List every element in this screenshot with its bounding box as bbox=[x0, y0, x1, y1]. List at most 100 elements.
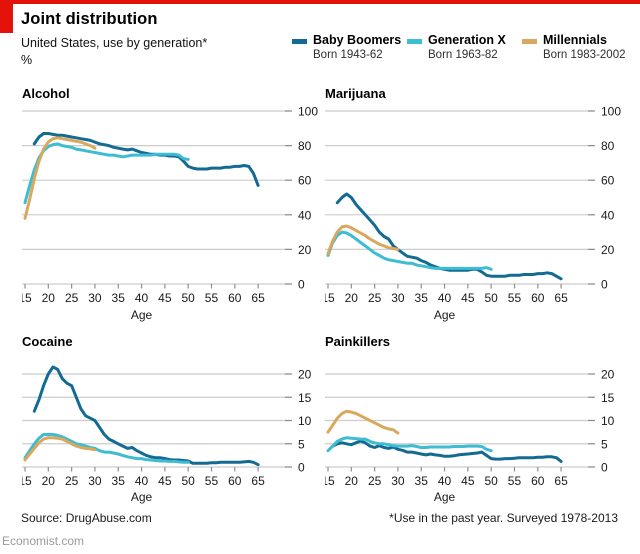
x-tick-label: 15 bbox=[22, 474, 32, 488]
y-tick-label: 0 bbox=[298, 461, 305, 475]
x-tick-label: 35 bbox=[112, 291, 126, 305]
y-tick-label: 0 bbox=[601, 461, 608, 475]
chart-title-marijuana: Marijuana bbox=[325, 86, 386, 101]
x-tick-label: 60 bbox=[228, 474, 242, 488]
chart-cocaine: Cocaine 0 5 10 15 20 15 20 25 30 35 40 45 50 55 60 65 Age bbox=[22, 334, 324, 504]
cocaine-plot: 0 5 10 15 20 15 20 25 30 35 40 45 50 55 60 65 Age bbox=[22, 365, 312, 504]
x-tick-label: 25 bbox=[368, 291, 382, 305]
x-tick-label: 40 bbox=[135, 291, 149, 305]
x-tick-label: 20 bbox=[42, 291, 56, 305]
legend-swatch bbox=[522, 39, 537, 44]
x-tick-label: 65 bbox=[554, 474, 568, 488]
x-tick-label: 40 bbox=[438, 291, 452, 305]
alcohol-plot: 0 20 40 60 80 100 15 20 25 30 35 40 45 50 55 60 65 Age bbox=[22, 105, 318, 322]
y-tick-label: 10 bbox=[298, 414, 312, 428]
y-tick-label: 20 bbox=[298, 243, 312, 257]
millennials-line bbox=[23, 436, 97, 462]
legend-label: Millennials bbox=[543, 33, 607, 47]
generation-x-line bbox=[23, 142, 190, 205]
x-tick-label: 55 bbox=[205, 474, 219, 488]
chart-marijuana: Marijuana 0 20 40 60 80 100 15 20 25 30 35 40 45 50 55 6… bbox=[325, 86, 627, 326]
unit-label: % bbox=[21, 53, 33, 67]
x-tick-label: 60 bbox=[531, 474, 545, 488]
x-tick-label: 65 bbox=[251, 291, 265, 305]
x-tick-label: 20 bbox=[42, 474, 56, 488]
y-tick-label: 5 bbox=[298, 437, 305, 451]
x-tick-label: 25 bbox=[65, 474, 79, 488]
marijuana-plot: 0 20 40 60 80 100 15 20 25 30 35 40 45 50 55 60 65 Age bbox=[325, 105, 621, 322]
millennials-line bbox=[23, 136, 97, 220]
chart-subtitle: United States, use by generation* bbox=[21, 36, 208, 50]
y-tick-label: 10 bbox=[601, 414, 615, 428]
y-tick-label: 80 bbox=[298, 139, 312, 153]
x-tick-label: 60 bbox=[531, 291, 545, 305]
x-tick-label: 35 bbox=[415, 474, 429, 488]
y-tick-label: 5 bbox=[601, 437, 608, 451]
x-tick-label: 45 bbox=[461, 291, 475, 305]
legend-label: Baby Boomers bbox=[313, 33, 402, 47]
x-tick-label: 55 bbox=[508, 291, 522, 305]
legend-item-baby-boomers: Baby Boomers Born 1943-62 bbox=[292, 33, 401, 62]
y-tick-label: 20 bbox=[601, 243, 615, 257]
chart-alcohol: Alcohol 0 20 40 60 80 100 15 20 25 30 35 40 45 50 55 60 6… bbox=[22, 86, 324, 326]
economist-credit: Economist.com bbox=[2, 534, 85, 548]
x-tick-label: 20 bbox=[345, 291, 359, 305]
baby-boomers-line bbox=[32, 132, 260, 187]
legend-item-generation-x: Generation X Born 1963-82 bbox=[407, 33, 506, 62]
x-axis-title: Age bbox=[131, 490, 153, 504]
y-tick-label: 100 bbox=[298, 105, 318, 119]
millennials-line bbox=[326, 409, 400, 435]
legend-sublabel: Born 1943-62 bbox=[313, 49, 383, 61]
chart-title-cocaine: Cocaine bbox=[22, 334, 73, 349]
legend-sublabel: Born 1963-82 bbox=[428, 49, 498, 61]
y-tick-label: 20 bbox=[601, 368, 615, 382]
x-tick-label: 50 bbox=[181, 474, 195, 488]
x-tick-label: 50 bbox=[484, 474, 498, 488]
x-tick-label: 25 bbox=[368, 474, 382, 488]
legend-label: Generation X bbox=[428, 33, 506, 47]
y-tick-label: 0 bbox=[601, 278, 608, 292]
x-tick-label: 65 bbox=[554, 291, 568, 305]
page-title: Joint distribution bbox=[21, 10, 158, 28]
x-tick-label: 55 bbox=[205, 291, 219, 305]
x-tick-label: 25 bbox=[65, 291, 79, 305]
x-tick-label: 30 bbox=[391, 291, 405, 305]
baby-boomers-line bbox=[331, 439, 563, 463]
x-axis-title: Age bbox=[434, 490, 456, 504]
y-tick-label: 20 bbox=[298, 368, 312, 382]
x-tick-label: 30 bbox=[88, 474, 102, 488]
y-tick-label: 15 bbox=[298, 391, 312, 405]
generation-x-line bbox=[326, 436, 493, 453]
y-tick-label: 40 bbox=[298, 208, 312, 222]
baby-boomers-line bbox=[335, 192, 563, 281]
painkillers-plot: 0 5 10 15 20 15 20 25 30 35 40 45 50 55 60 65 Age bbox=[325, 368, 615, 504]
x-tick-label: 35 bbox=[415, 291, 429, 305]
y-tick-label: 100 bbox=[601, 105, 621, 119]
generation-x-line bbox=[326, 230, 493, 271]
x-tick-label: 35 bbox=[112, 474, 126, 488]
x-tick-label: 30 bbox=[391, 474, 405, 488]
x-tick-label: 45 bbox=[461, 474, 475, 488]
x-tick-label: 45 bbox=[158, 291, 172, 305]
legend: Baby Boomers Born 1943-62 Generation X Born… bbox=[0, 33, 640, 73]
chart-title-painkillers: Painkillers bbox=[325, 334, 391, 349]
x-tick-label: 45 bbox=[158, 474, 172, 488]
x-tick-label: 50 bbox=[181, 291, 195, 305]
economist-red-tab bbox=[0, 0, 13, 33]
x-axis-title: Age bbox=[434, 308, 456, 322]
generation-x-line bbox=[23, 433, 190, 464]
x-tick-label: 65 bbox=[251, 474, 265, 488]
source-note: Source: DrugAbuse.com bbox=[21, 511, 152, 525]
y-tick-label: 40 bbox=[601, 208, 615, 222]
footnote: *Use in the past year. Surveyed 1978-201… bbox=[389, 511, 618, 525]
legend-sublabel: Born 1983-2002 bbox=[543, 49, 626, 61]
x-tick-label: 30 bbox=[88, 291, 102, 305]
chart-painkillers: Painkillers 0 5 10 15 20 15 20 25 30 35 40 45 50 55 60 6… bbox=[325, 334, 627, 504]
y-tick-label: 60 bbox=[601, 174, 615, 188]
top-red-rule bbox=[0, 0, 640, 4]
millennials-line bbox=[326, 224, 400, 256]
x-tick-label: 40 bbox=[135, 474, 149, 488]
y-tick-label: 15 bbox=[601, 391, 615, 405]
x-tick-label: 15 bbox=[325, 474, 335, 488]
x-tick-label: 60 bbox=[228, 291, 242, 305]
